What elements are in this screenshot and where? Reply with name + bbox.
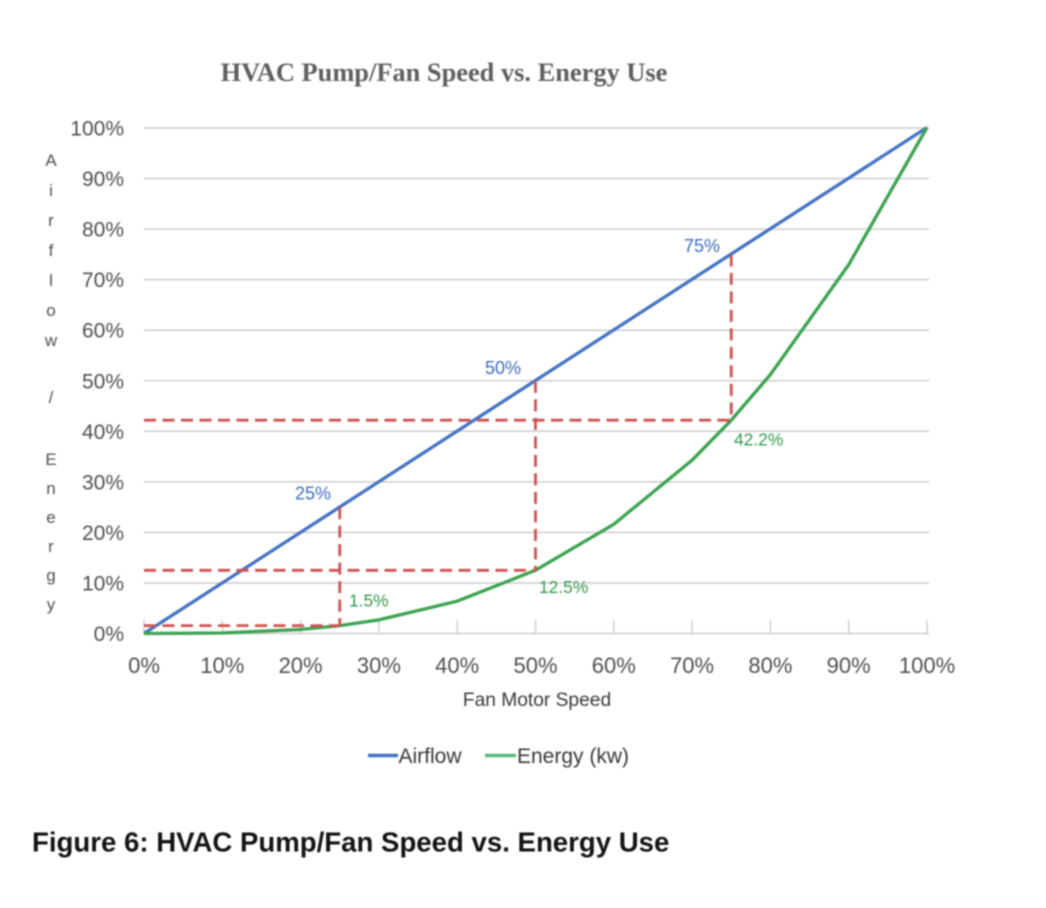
svg-text:80%: 80% [82, 219, 124, 242]
svg-text:75%: 75% [684, 236, 720, 256]
svg-text:10%: 10% [82, 573, 124, 596]
svg-text:1.5%: 1.5% [349, 591, 389, 611]
svg-text:Energy (kw): Energy (kw) [517, 745, 629, 768]
svg-text:20%: 20% [279, 653, 323, 678]
svg-text:50%: 50% [485, 358, 521, 378]
svg-text:70%: 70% [82, 269, 124, 292]
svg-text:Figure 6: HVAC Pump/Fan Speed: Figure 6: HVAC Pump/Fan Speed vs. Energy… [32, 827, 669, 858]
svg-text:25%: 25% [295, 484, 331, 504]
svg-text:r: r [48, 211, 54, 230]
svg-text:0%: 0% [94, 623, 124, 646]
svg-text:f: f [49, 241, 54, 260]
svg-text:r: r [48, 537, 54, 556]
svg-text:/: / [49, 388, 54, 407]
svg-text:50%: 50% [82, 370, 124, 393]
svg-text:12.5%: 12.5% [539, 577, 588, 597]
svg-text:HVAC Pump/Fan Speed vs. Energy: HVAC Pump/Fan Speed vs. Energy Use [221, 57, 668, 87]
svg-text:e: e [46, 508, 55, 527]
svg-text:Fan Motor Speed: Fan Motor Speed [463, 690, 611, 711]
svg-text:42.2%: 42.2% [734, 430, 783, 450]
svg-text:30%: 30% [357, 653, 401, 678]
svg-text:y: y [47, 595, 56, 614]
svg-text:60%: 60% [592, 653, 636, 678]
svg-text:w: w [44, 331, 58, 350]
svg-text:l: l [49, 271, 53, 290]
svg-text:n: n [46, 479, 55, 498]
svg-text:100%: 100% [899, 653, 955, 678]
svg-text:90%: 90% [827, 653, 871, 678]
svg-text:i: i [49, 181, 53, 200]
svg-text:A: A [45, 151, 57, 170]
svg-text:80%: 80% [748, 653, 792, 678]
svg-text:60%: 60% [82, 320, 124, 343]
svg-text:70%: 70% [670, 653, 714, 678]
svg-text:0%: 0% [128, 653, 160, 678]
svg-text:40%: 40% [82, 421, 124, 444]
svg-text:10%: 10% [200, 653, 244, 678]
svg-text:30%: 30% [82, 471, 124, 494]
svg-text:20%: 20% [82, 522, 124, 545]
svg-text:Airflow: Airflow [399, 745, 463, 768]
svg-text:50%: 50% [513, 653, 557, 678]
svg-text:E: E [45, 450, 56, 469]
svg-text:100%: 100% [70, 118, 124, 141]
svg-text:g: g [46, 566, 55, 585]
svg-text:o: o [46, 301, 55, 320]
svg-text:90%: 90% [82, 168, 124, 191]
svg-text:40%: 40% [435, 653, 479, 678]
